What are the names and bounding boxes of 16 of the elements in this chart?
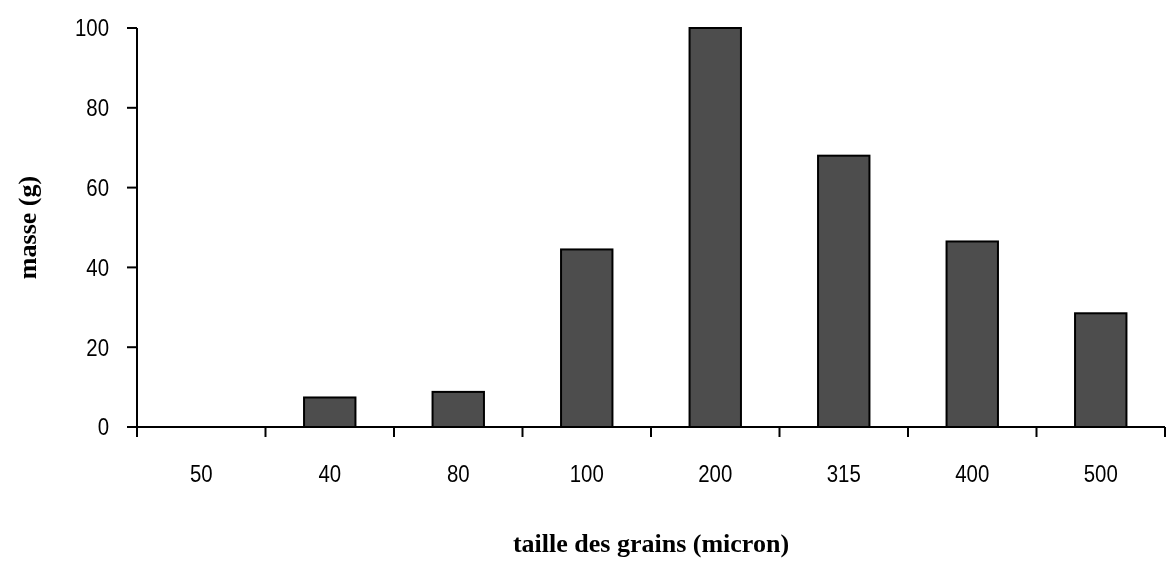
x-axis-title: taille des grains (micron) — [512, 529, 790, 558]
y-axis-title: masse (g) — [13, 175, 42, 280]
x-tick-label: 315 — [826, 460, 861, 488]
y-tick-label: 100 — [74, 14, 109, 42]
x-tick-label: 80 — [446, 460, 470, 488]
x-tick-label: 500 — [1083, 460, 1118, 488]
y-tick-label: 20 — [86, 334, 109, 361]
x-tick-label: 400 — [955, 460, 990, 488]
y-tick-label: 60 — [86, 174, 109, 202]
x-tick-label: 100 — [569, 460, 604, 488]
y-tick-label: 40 — [86, 254, 109, 282]
x-tick-label: 50 — [189, 460, 213, 488]
y-tick-label: 80 — [86, 94, 109, 122]
y-tick-label: 0 — [97, 413, 109, 441]
x-tick-label: 40 — [318, 460, 342, 488]
x-tick-label: 200 — [698, 460, 733, 488]
